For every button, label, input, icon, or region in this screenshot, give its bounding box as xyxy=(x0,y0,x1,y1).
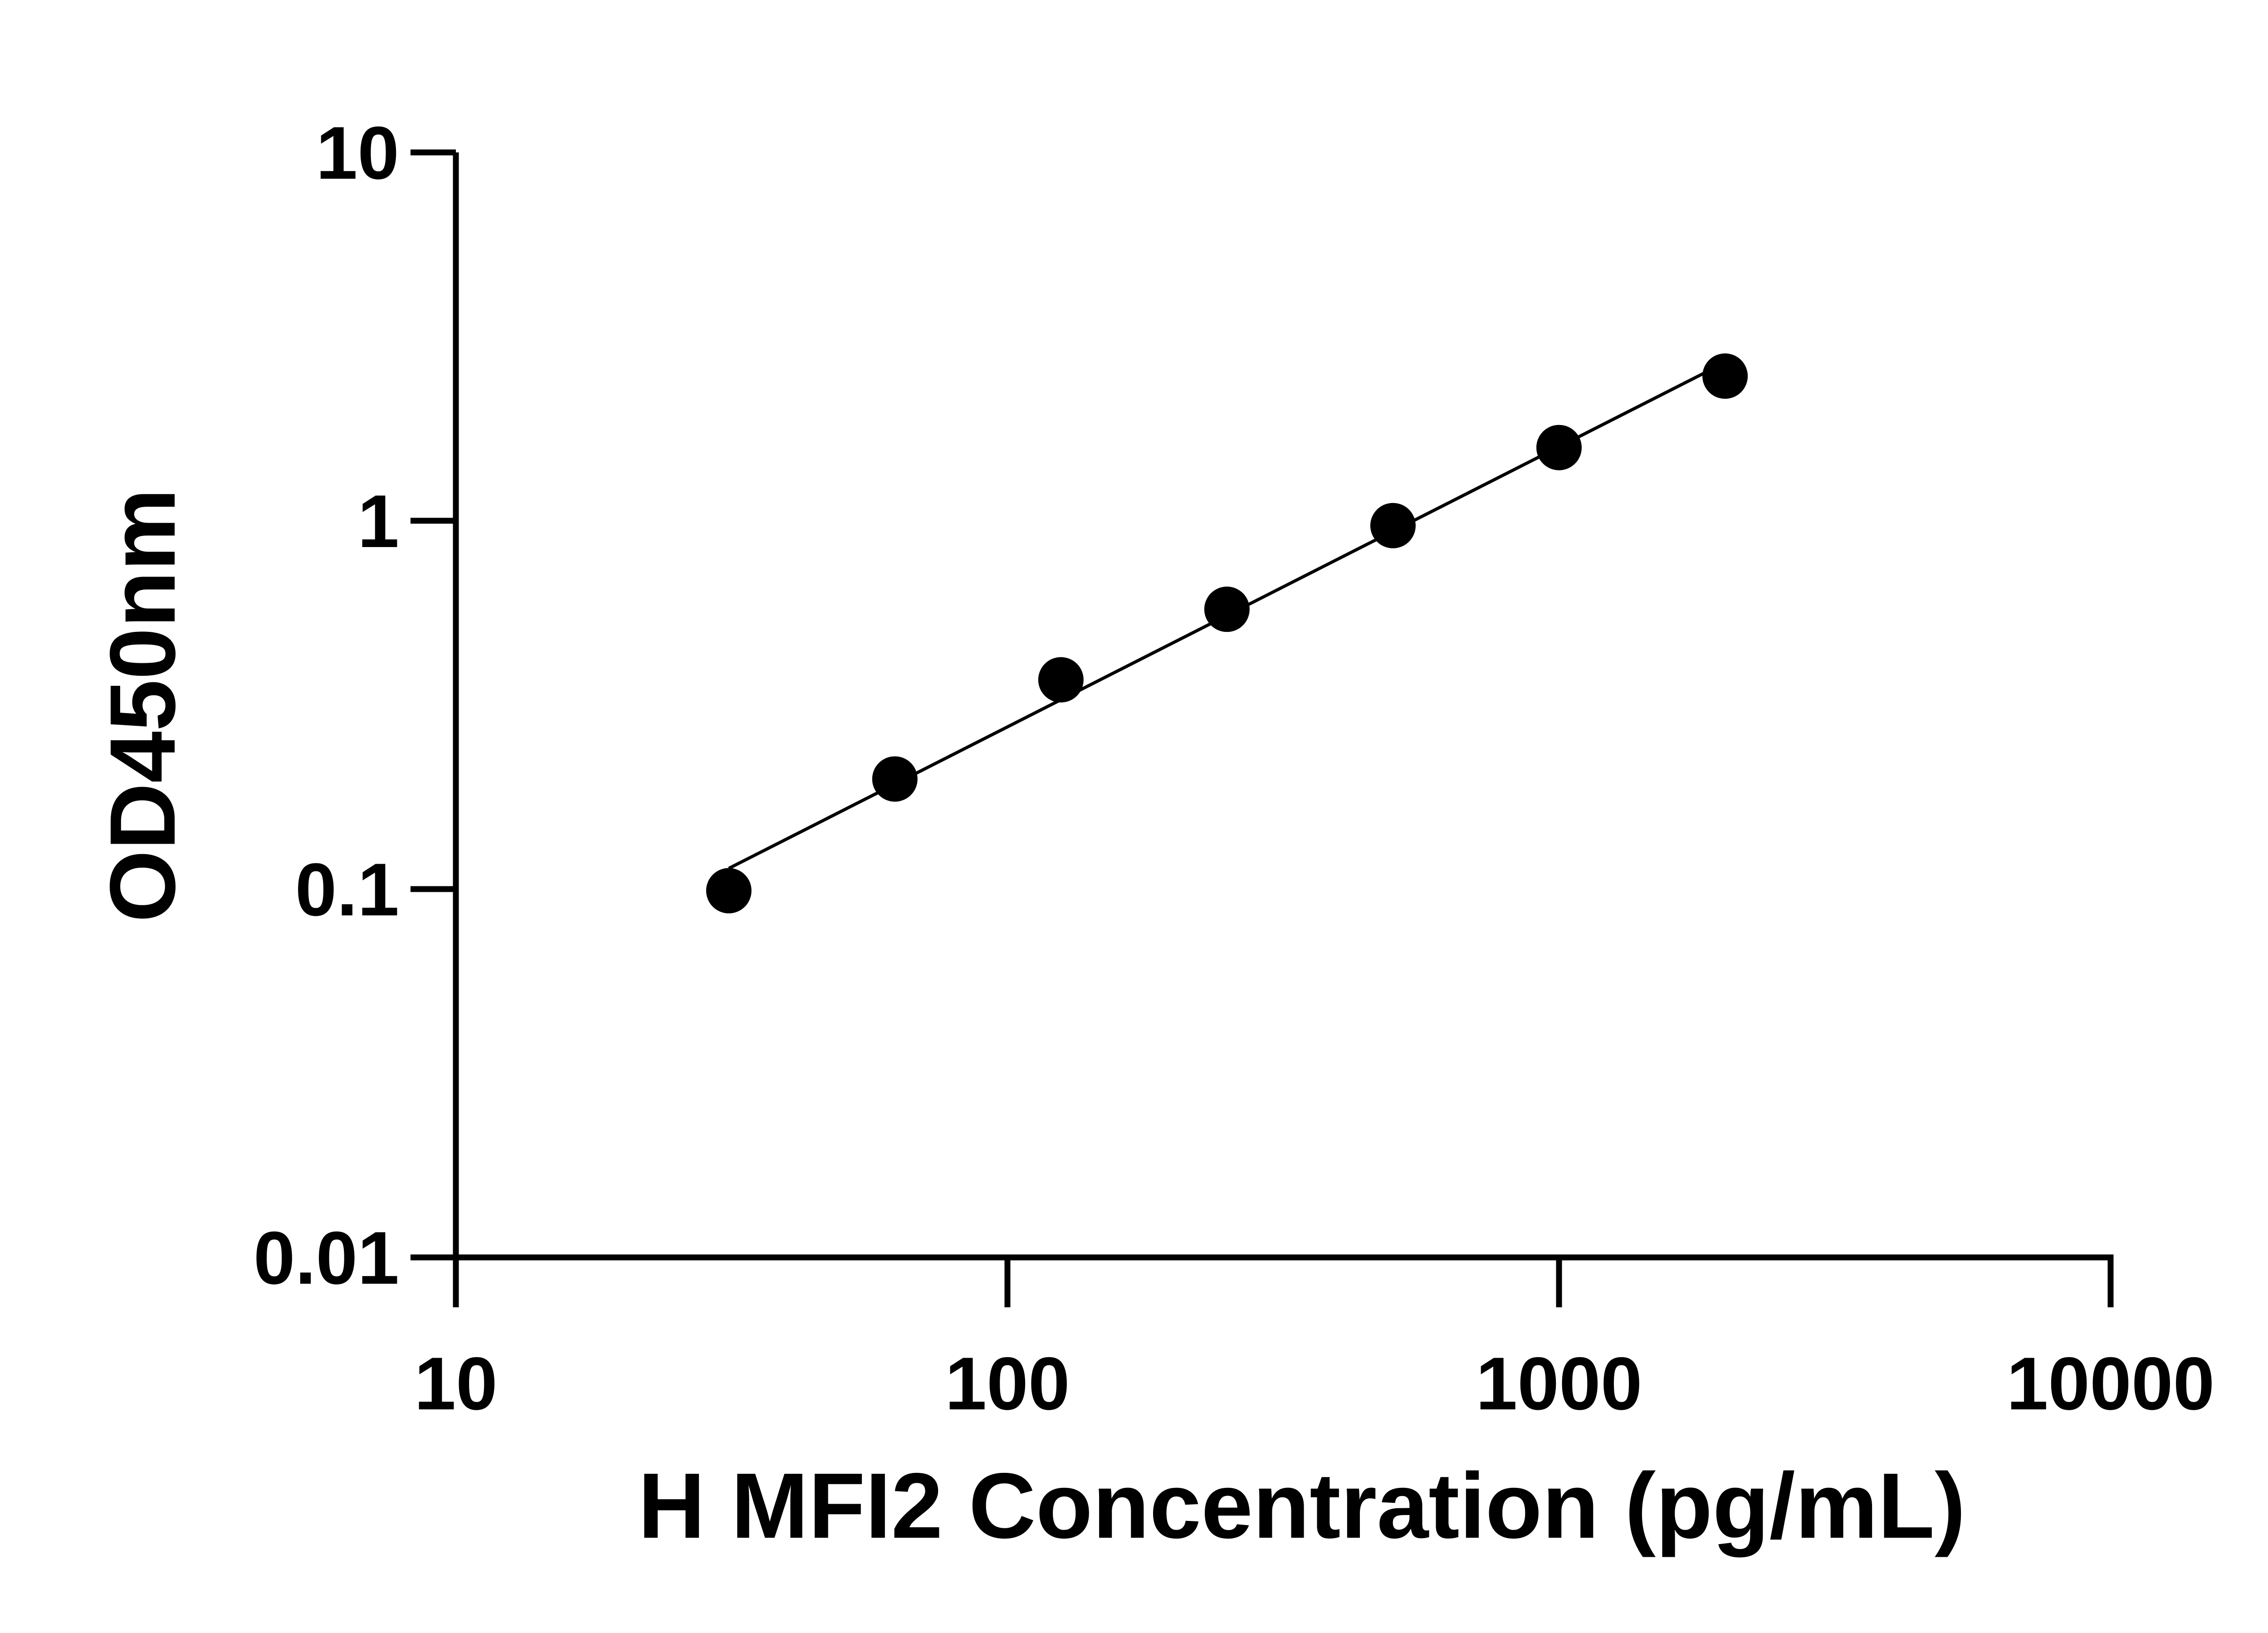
x-tick-label: 1000 xyxy=(1476,1342,1642,1425)
data-point xyxy=(1204,587,1250,632)
data-point xyxy=(1536,425,1582,470)
x-tick-label: 100 xyxy=(945,1342,1070,1425)
data-point xyxy=(1370,503,1416,548)
axes: 0.01 0.1 1 10 10 100 1000 10000 xyxy=(254,111,2215,1425)
data-point xyxy=(1038,657,1084,703)
y-tick-label: 0.1 xyxy=(295,848,399,931)
data-points xyxy=(706,353,1748,914)
y-tick-label: 1 xyxy=(357,479,399,563)
y-tick-label: 10 xyxy=(316,111,399,195)
x-axis-label: H MFI2 Concentration (pg/mL) xyxy=(638,1454,1966,1558)
y-tick-label: 0.01 xyxy=(254,1216,399,1300)
data-point xyxy=(872,756,918,802)
x-tick-label: 10000 xyxy=(2007,1342,2215,1425)
x-tick-label: 10 xyxy=(414,1342,498,1425)
data-point xyxy=(706,868,752,914)
data-point xyxy=(1702,353,1748,399)
y-axis-label: OD450nm xyxy=(91,488,195,922)
